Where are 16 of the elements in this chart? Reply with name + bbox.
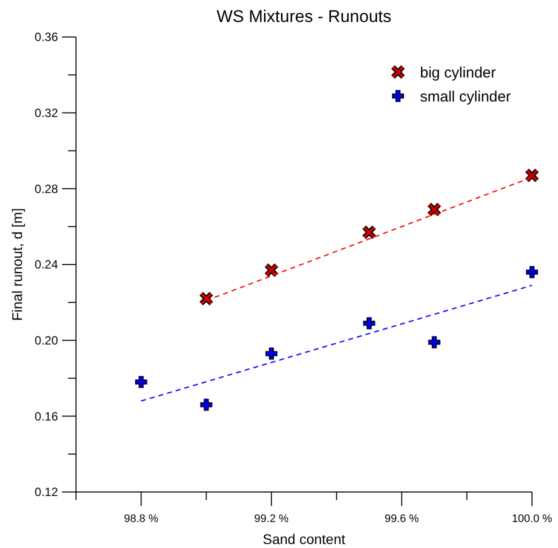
y-axis-title: Final runout, d [m] — [9, 208, 25, 321]
x-tick-label: 99.2 % — [254, 513, 289, 525]
x-tick-label: 100.0 % — [512, 513, 552, 525]
y-tick-label: 0.28 — [34, 182, 58, 196]
y-tick-label: 0.36 — [34, 30, 58, 44]
x-tick-label: 99.6 % — [384, 513, 420, 525]
y-tick-label: 0.12 — [34, 485, 58, 500]
legend-label: big cylinder — [420, 64, 496, 82]
legend-label: small cylinder — [420, 88, 511, 106]
y-tick-label: 0.32 — [34, 106, 58, 120]
y-tick-label: 0.20 — [34, 334, 58, 348]
y-tick-label: 0.16 — [34, 409, 58, 424]
x-tick-label: 98.8 % — [124, 513, 158, 525]
x-axis-title: Sand content — [262, 531, 346, 547]
y-tick-label: 0.24 — [34, 258, 58, 272]
chart-title: WS Mixtures - Runouts — [216, 7, 392, 26]
